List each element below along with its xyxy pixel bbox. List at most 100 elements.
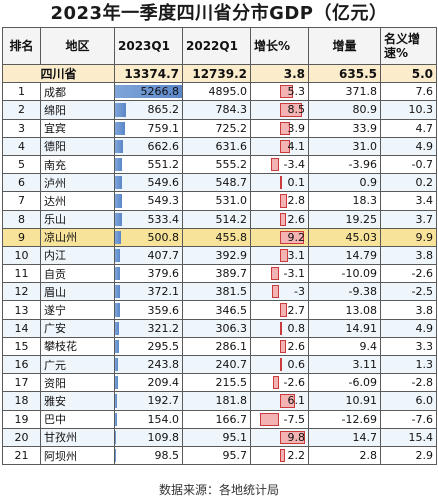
growth-bar [279,121,290,135]
row-2023q1: 359.6 [114,300,183,320]
row-nominal: -2.5 [380,282,437,302]
row-region: 内江 [40,245,115,266]
row-nominal: 4.9 [380,136,437,156]
growth-bar [279,448,286,463]
cell-value: 407.7 [147,248,180,262]
row-rank: 7 [2,191,41,211]
row-increment: 18.3 [308,191,381,211]
row-rank: 9 [2,227,41,247]
table-row: 21 阿坝州 98.5 95.7 2.2 2.8 2.9 [2,445,437,466]
row-increment: 45.03 [308,227,381,247]
row-increment: -12.69 [308,409,381,429]
gdp-bar [115,430,117,444]
row-nominal: -0.7 [380,154,437,175]
row-2023q1: 192.7 [114,391,183,411]
growth-bar [279,394,296,408]
table-row: 19 巴中 154.0 166.7 -7.5 -12.69 -7.6 [2,409,437,429]
cell-value: 551.2 [147,158,180,172]
row-growth: 2.7 [250,300,309,320]
row-rank: 1 [2,82,41,102]
row-region: 绵阳 [40,100,115,120]
row-nominal: 3.8 [380,300,437,320]
table-row: 18 雅安 192.7 181.8 6.1 10.91 6.0 [2,391,437,411]
row-2023q1: 5266.8 [114,82,183,102]
row-growth: -7.5 [250,409,309,429]
row-2022q1: 286.1 [182,336,251,357]
growth-bar [279,230,304,244]
row-region: 达州 [40,191,115,211]
row-region: 攀枝花 [40,336,115,357]
gdp-bar [115,248,121,263]
row-2022q1: 95.7 [182,445,251,466]
growth-bar [270,157,280,172]
growth-bar [279,303,287,317]
growth-bar [279,248,288,263]
row-rank: 14 [2,318,41,338]
header-nominal-growth: 名义增速% [380,27,437,65]
row-2022q1: 4895.0 [182,82,251,102]
row-increment: 2.8 [308,445,381,466]
growth-bar [271,267,280,281]
page-title: 2023年一季度四川省分市GDP（亿元） [0,0,438,27]
row-growth: -3 [250,282,309,302]
cell-value: 98.5 [154,449,180,463]
growth-bar [279,430,306,444]
cell-value: 6.1 [287,394,306,408]
cell-value: 533.4 [147,212,180,226]
table-row: 13 遂宁 359.6 346.5 2.7 13.08 3.8 [2,300,437,320]
row-increment: -9.38 [308,282,381,302]
table-row: 2 绵阳 865.2 784.3 8.5 80.9 10.3 [2,100,437,120]
row-region: 泸州 [40,173,115,193]
cell-value: -3 [294,285,305,299]
row-nominal: 10.3 [380,100,437,120]
row-nominal: 6.0 [380,391,437,411]
row-2023q1: 865.2 [114,100,183,120]
row-2023q1: 209.4 [114,373,183,393]
cell-value: 9.2 [287,230,306,244]
row-growth: 0.8 [250,318,309,338]
row-2022q1: 381.5 [182,282,251,302]
row-growth: 5.3 [250,82,309,102]
row-increment: 0.9 [308,173,381,193]
province-nominal: 5.0 [380,63,437,84]
header-growth: 增长% [250,27,309,65]
row-region: 自贡 [40,264,115,284]
row-increment: 9.4 [308,336,381,357]
row-nominal: 0.2 [380,173,437,193]
row-rank: 4 [2,136,41,156]
cell-value: 4.1 [287,139,306,153]
row-2023q1: 109.8 [114,427,183,447]
row-nominal: -7.6 [380,409,437,429]
row-nominal: 3.7 [380,209,437,229]
cell-value: 8.5 [287,103,306,117]
row-2023q1: 533.4 [114,209,183,229]
header-increment: 增量 [308,27,381,65]
row-2023q1: 500.8 [114,227,183,247]
gdp-bar [115,194,122,208]
row-rank: 21 [2,445,41,466]
gdp-bar [115,230,122,244]
row-nominal: 3.4 [380,191,437,211]
row-growth: 3.9 [250,118,309,138]
cell-value: 0.6 [287,358,306,372]
row-increment: 3.11 [308,354,381,375]
row-rank: 8 [2,209,41,229]
header-rank: 排名 [2,27,41,65]
growth-bar [259,412,280,426]
row-increment: 14.7 [308,427,381,447]
row-rank: 2 [2,100,41,120]
row-2022q1: 548.7 [182,173,251,193]
row-rank: 6 [2,173,41,193]
row-growth: 0.1 [250,173,309,193]
row-region: 雅安 [40,391,115,411]
province-name: 四川省 [2,63,115,84]
table-row: 12 眉山 372.1 381.5 -3 -9.38 -2.5 [2,282,437,302]
cell-value: 154.0 [147,412,180,426]
table-row: 11 自贡 379.6 389.7 -3.1 -10.09 -2.6 [2,264,437,284]
row-increment: -10.09 [308,264,381,284]
cell-value: 2.6 [287,339,306,353]
row-growth: 8.5 [250,100,309,120]
gdp-bar [115,303,120,317]
cell-value: 2.2 [287,449,306,463]
